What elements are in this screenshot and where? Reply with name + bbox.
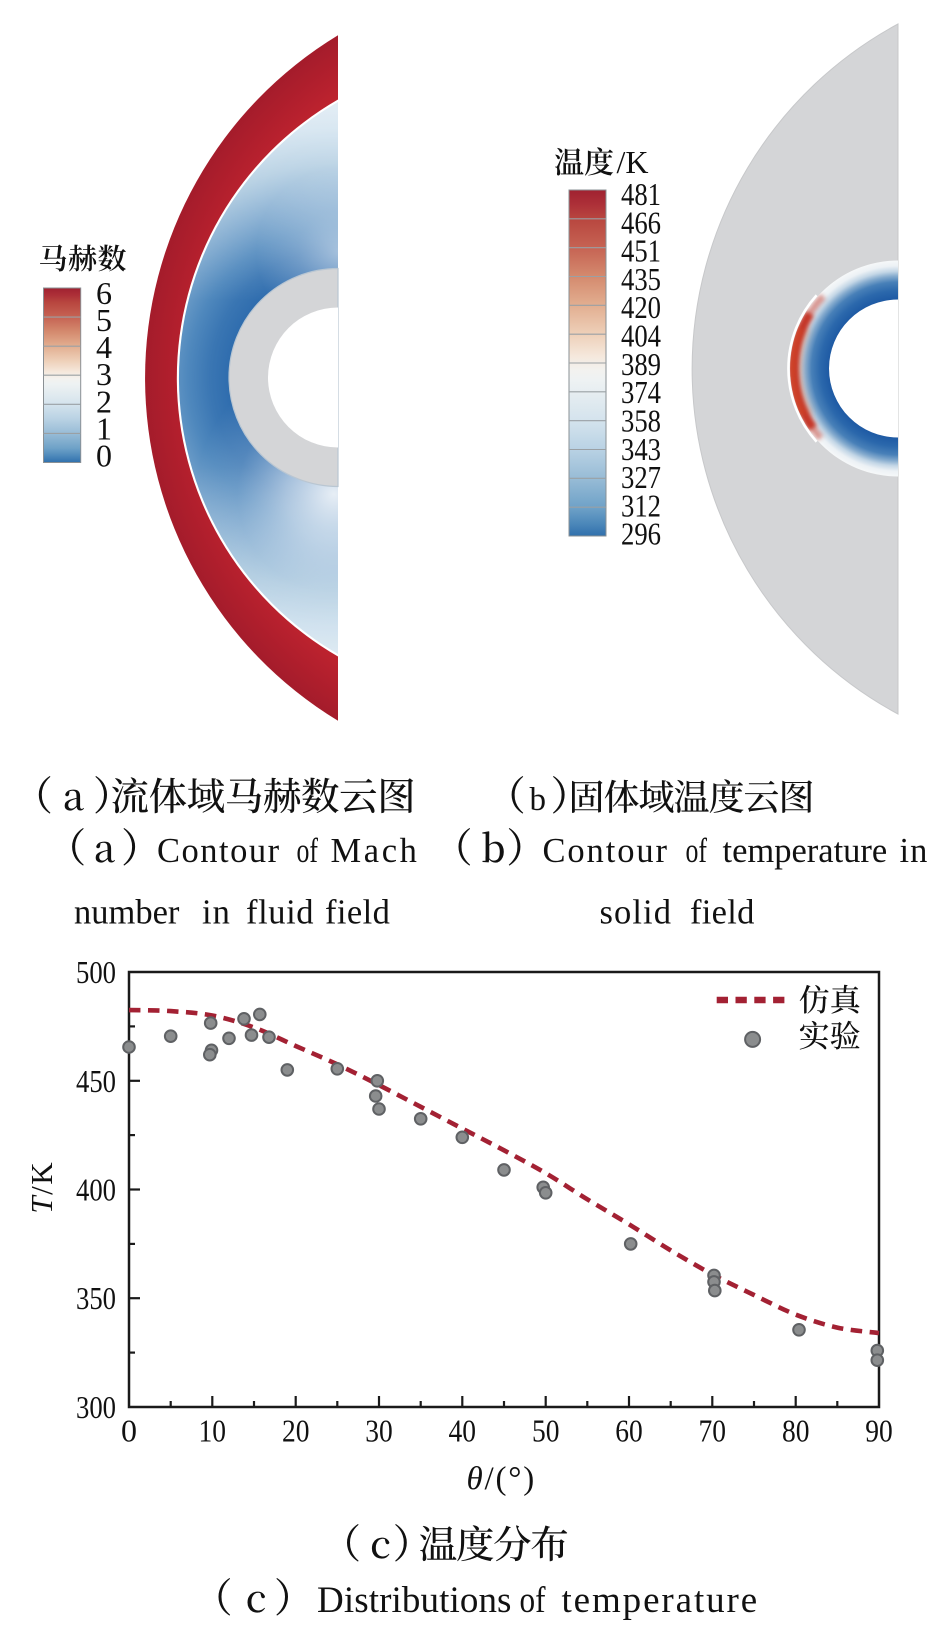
svg-text:435: 435 [621,261,661,297]
svg-text:60: 60 [615,1413,643,1449]
svg-text:b: b [530,782,547,818]
svg-text:in: in [900,832,929,870]
svg-text:solid: solid [600,894,673,932]
svg-text:/K: /K [617,144,649,180]
svg-text:1: 1 [96,410,112,446]
svg-text:θ/(°): θ/(°) [467,1461,537,1497]
svg-text:field: field [325,894,390,932]
svg-text:451: 451 [621,233,661,269]
svg-text:of: of [297,832,319,870]
svg-text:number: number [74,894,180,932]
svg-text:Contour: Contour [157,832,281,870]
svg-text:in: in [202,894,231,932]
svg-text:300: 300 [76,1389,116,1425]
svg-text:10: 10 [199,1413,227,1449]
svg-text:500: 500 [76,954,116,990]
svg-text:466: 466 [621,204,661,240]
svg-text:358: 358 [621,403,661,439]
svg-text:temperature: temperature [562,1580,760,1621]
svg-text:343: 343 [621,431,661,467]
svg-text:T/K: T/K [24,1161,59,1214]
svg-text:312: 312 [621,487,661,523]
svg-text:Distributions: Distributions [317,1580,512,1621]
svg-text:90: 90 [865,1413,893,1449]
svg-text:of: of [520,1580,547,1621]
svg-text:296: 296 [621,516,661,552]
svg-text:2: 2 [96,383,112,419]
svg-text:0: 0 [121,1413,137,1449]
svg-text:field: field [690,894,755,932]
svg-text:400: 400 [76,1172,116,1208]
svg-text:481: 481 [621,176,661,212]
svg-text:temperature: temperature [723,832,888,870]
svg-text:374: 374 [621,374,661,410]
svg-text:70: 70 [699,1413,727,1449]
svg-text:50: 50 [532,1413,560,1449]
svg-text:0: 0 [96,437,112,473]
svg-text:350: 350 [76,1280,116,1316]
svg-text:3: 3 [96,356,112,392]
svg-text:4: 4 [96,329,112,365]
svg-text:327: 327 [621,459,661,495]
svg-text:6: 6 [96,275,112,311]
svg-text:Contour: Contour [543,832,669,870]
svg-text:80: 80 [782,1413,810,1449]
svg-text:450: 450 [76,1063,116,1099]
svg-text:404: 404 [621,318,661,354]
svg-text:389: 389 [621,346,661,382]
svg-text:of: of [686,832,708,870]
svg-text:Mach: Mach [331,832,420,870]
svg-text:30: 30 [365,1413,393,1449]
svg-text:420: 420 [621,289,661,325]
svg-text:40: 40 [449,1413,477,1449]
svg-text:5: 5 [96,302,112,338]
svg-text:20: 20 [282,1413,310,1449]
svg-text:fluid: fluid [246,894,314,932]
